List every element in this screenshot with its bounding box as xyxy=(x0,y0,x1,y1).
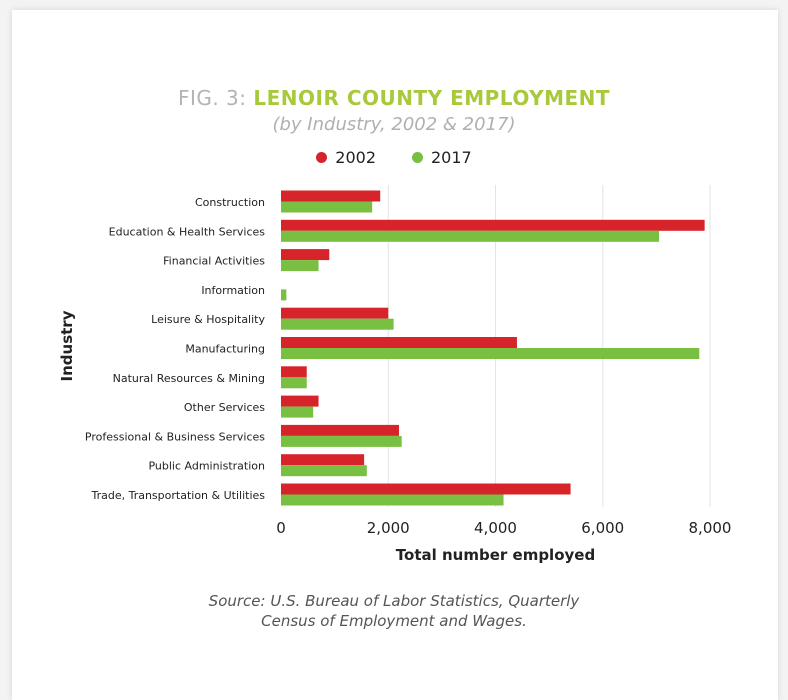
title-prefix: FIG. 3: xyxy=(177,86,247,110)
legend-item-2002: 2002 xyxy=(316,148,376,167)
legend-swatch-2017 xyxy=(412,152,423,163)
bar-2017 xyxy=(281,201,373,213)
bar-2017 xyxy=(281,494,504,506)
category-label: Information xyxy=(201,284,265,297)
bar-2017 xyxy=(281,289,287,301)
category-label: Manufacturing xyxy=(185,343,265,356)
y-axis-label: Industry xyxy=(58,310,76,381)
x-axis-label: Total number employed xyxy=(396,546,595,564)
source-line-1: Source: U.S. Bureau of Labor Statistics,… xyxy=(208,592,580,610)
bar-2002 xyxy=(281,307,389,319)
bar-2002 xyxy=(281,249,330,261)
legend-item-2017: 2017 xyxy=(412,148,472,167)
bar-2017 xyxy=(281,348,700,359)
x-tick-label: 8,000 xyxy=(689,519,732,537)
legend-swatch-2002 xyxy=(316,152,328,163)
bar-2002 xyxy=(281,337,517,348)
source-line-2: Census of Employment and Wages. xyxy=(261,612,527,630)
bar-2002 xyxy=(281,190,381,202)
bar-2017 xyxy=(281,406,314,418)
bar-2017 xyxy=(281,318,394,330)
source-note: Source: U.S. Bureau of Labor Statistics,… xyxy=(0,591,788,631)
chart-subtitle: (by Industry, 2002 & 2017) xyxy=(272,114,516,135)
bar-2017 xyxy=(281,377,307,389)
x-tick-label: 0 xyxy=(276,519,286,537)
title-main: LENOIR COUNTY EMPLOYMENT xyxy=(253,86,611,110)
category-label: Other Services xyxy=(184,401,265,414)
category-label: Leisure & Hospitality xyxy=(151,313,265,326)
bar-2002 xyxy=(281,395,319,407)
bar-2017 xyxy=(281,435,402,447)
legend-label-2017: 2017 xyxy=(431,148,472,167)
category-label: Trade, Transportation & Utilities xyxy=(90,489,265,502)
chart-title: FIG. 3: LENOIR COUNTY EMPLOYMENT xyxy=(0,86,788,110)
bar-2002 xyxy=(281,366,307,378)
bar-2002 xyxy=(281,483,571,495)
bar-2002 xyxy=(281,424,399,436)
x-tick-label: 2,000 xyxy=(367,519,410,537)
bar-2017 xyxy=(281,465,367,477)
category-label: Financial Activities xyxy=(163,255,265,268)
category-label: Construction xyxy=(195,196,265,209)
category-label: Natural Resources & Mining xyxy=(113,372,265,385)
category-label: Professional & Business Services xyxy=(85,430,265,443)
x-tick-label: 4,000 xyxy=(474,519,517,537)
category-label: Public Administration xyxy=(148,460,265,473)
legend: 2002 2017 xyxy=(0,148,788,167)
bar-2002 xyxy=(281,219,705,231)
category-label: Education & Health Services xyxy=(109,225,266,238)
bar-2017 xyxy=(281,230,660,242)
x-tick-label: 6,000 xyxy=(581,519,624,537)
bar-2017 xyxy=(281,260,319,272)
legend-label-2002: 2002 xyxy=(335,148,376,167)
bar-2002 xyxy=(281,454,365,466)
